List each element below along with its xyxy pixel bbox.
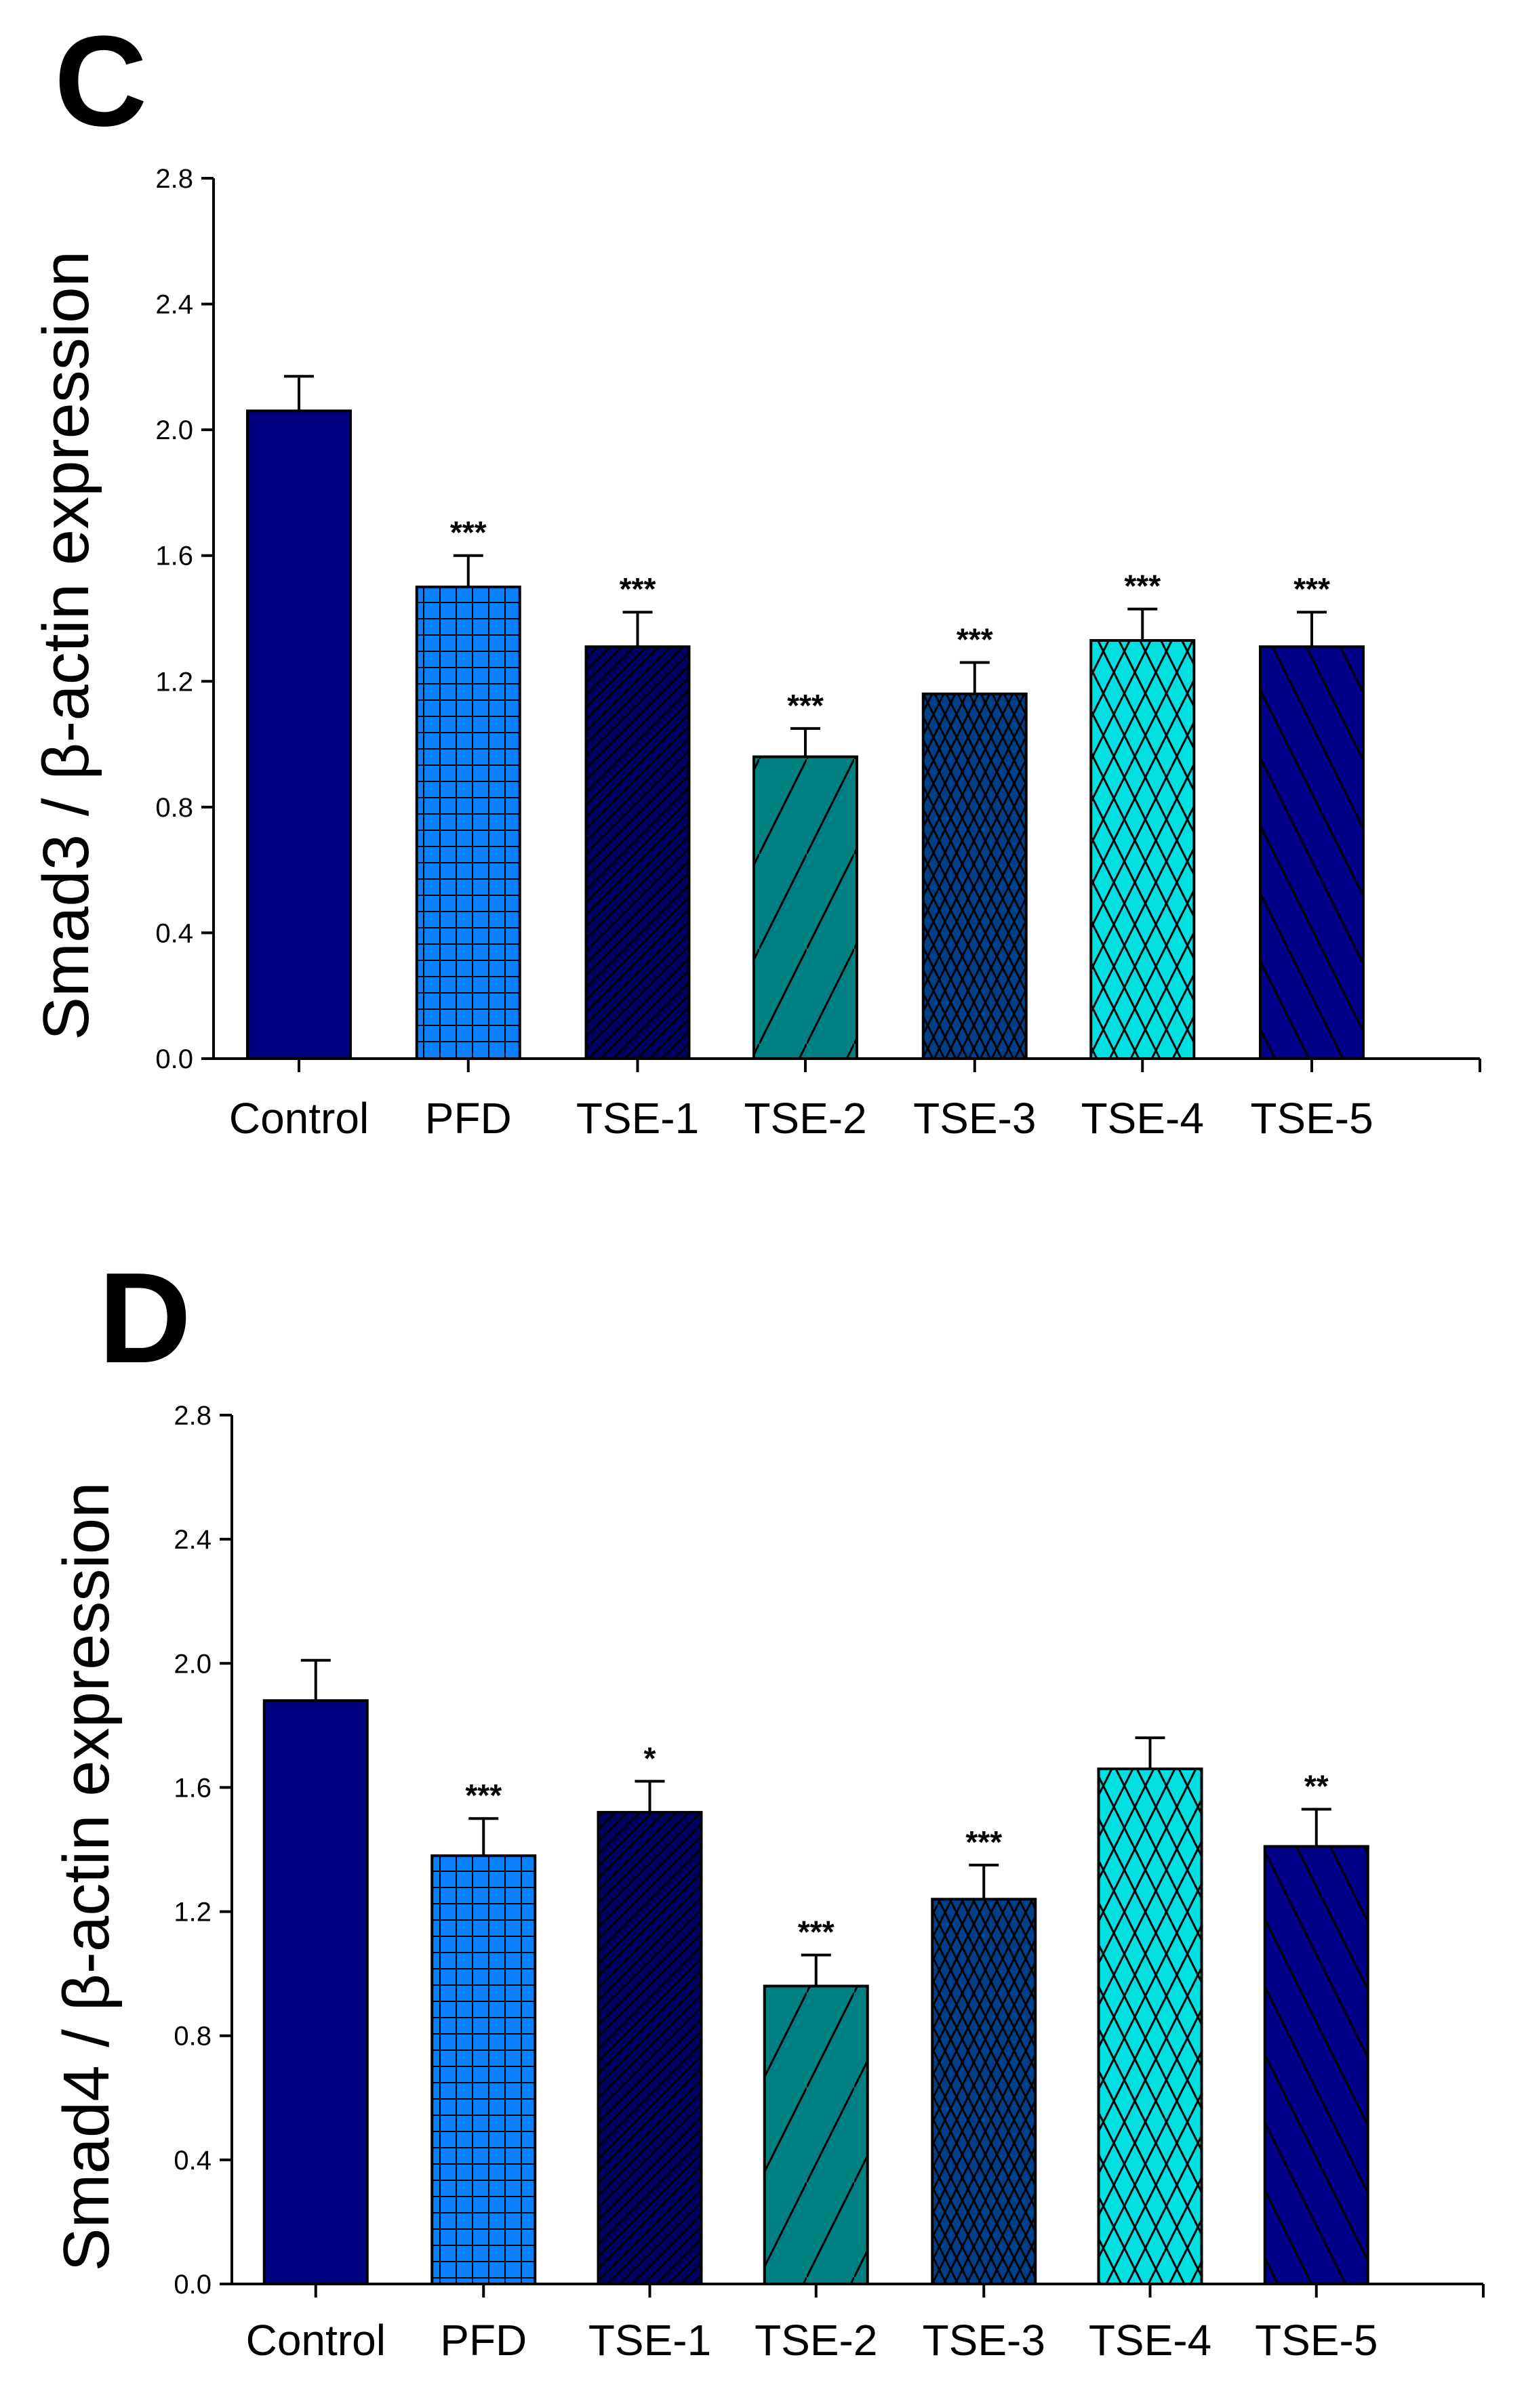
bar-control [262, 1699, 369, 2285]
bar-tse-2 [763, 1984, 869, 2285]
y-tick-label: 1.6 [174, 1773, 212, 1803]
x-tick-label: TSE-4 [1089, 2316, 1211, 2365]
panel-label-d: D [98, 1246, 191, 1390]
y-tick-label: 0.8 [155, 793, 193, 823]
y-tick-label: 2.8 [155, 164, 193, 194]
bar-tse-4 [1097, 1767, 1203, 2285]
significance-label: * [644, 1740, 656, 1776]
bar-tse-3 [921, 692, 1028, 1060]
x-tick-label: PFD [425, 1094, 512, 1143]
x-tick-label: TSE-1 [576, 1094, 699, 1143]
bar-tse-3 [931, 1898, 1037, 2285]
bar-pfd [430, 1854, 537, 2286]
x-tick-label: Control [229, 1094, 369, 1143]
y-tick-label: 2.0 [155, 415, 193, 445]
panel-d-chart: D Smad4 / β-actin expression 0.0 0.4 0.8 1.2… [50, 1246, 1485, 2365]
y-tick-label: 1.2 [155, 667, 193, 697]
x-tick-label: TSE-3 [913, 1094, 1036, 1143]
x-tick-label: TSE-5 [1250, 1094, 1373, 1143]
x-tick-label: TSE-4 [1081, 1094, 1204, 1143]
bar-tse-2 [752, 755, 858, 1060]
y-axis-label: Smad4 / β-actin expression [50, 1482, 123, 2271]
significance-label: *** [465, 1778, 502, 1813]
bar-control [246, 409, 352, 1060]
y-axis-label: Smad3 / β-actin expression [30, 251, 102, 1040]
significance-label: *** [620, 571, 656, 607]
bar-tse-1 [597, 1811, 703, 2285]
significance-label: *** [1124, 569, 1161, 604]
y-tick-label: 0.0 [174, 2270, 212, 2300]
y-tick-label: 1.6 [155, 542, 193, 571]
x-tick-label: TSE-2 [744, 1094, 866, 1143]
bar-tse-4 [1089, 638, 1196, 1060]
y-tick-label: 0.8 [174, 2022, 212, 2052]
significance-label: *** [798, 1915, 835, 1950]
panel-c-chart: C Smad3 / β-actin expression 0.0 0.4 0.8 1.2… [30, 9, 1481, 1143]
significance-label: *** [787, 688, 824, 723]
y-tick-label: 2.4 [174, 1525, 212, 1555]
panel-label-c: C [54, 9, 147, 153]
significance-label: *** [965, 1824, 1002, 1860]
significance-label: *** [1293, 571, 1330, 607]
x-tick-label: TSE-3 [923, 2316, 1045, 2365]
x-tick-label: TSE-1 [588, 2316, 711, 2365]
significance-label: ** [1304, 1768, 1329, 1803]
x-tick-label: PFD [440, 2316, 527, 2365]
y-tick-label: 1.2 [174, 1898, 212, 1927]
y-tick-label: 0.0 [155, 1044, 193, 1074]
bar-tse-5 [1259, 645, 1365, 1060]
bar-tse-5 [1263, 1845, 1369, 2285]
y-tick-label: 0.4 [174, 2146, 212, 2176]
y-tick-label: 2.0 [174, 1649, 212, 1679]
y-tick-label: 0.4 [155, 918, 193, 948]
y-tick-label: 2.8 [174, 1401, 212, 1431]
significance-label: *** [957, 621, 993, 657]
bar-pfd [415, 586, 521, 1060]
x-tick-label: Control [246, 2316, 386, 2365]
x-tick-label: TSE-5 [1255, 2316, 1378, 2365]
x-tick-label: TSE-2 [755, 2316, 877, 2365]
y-tick-label: 2.4 [155, 290, 193, 320]
bar-tse-1 [584, 645, 691, 1060]
significance-label: *** [450, 515, 487, 550]
